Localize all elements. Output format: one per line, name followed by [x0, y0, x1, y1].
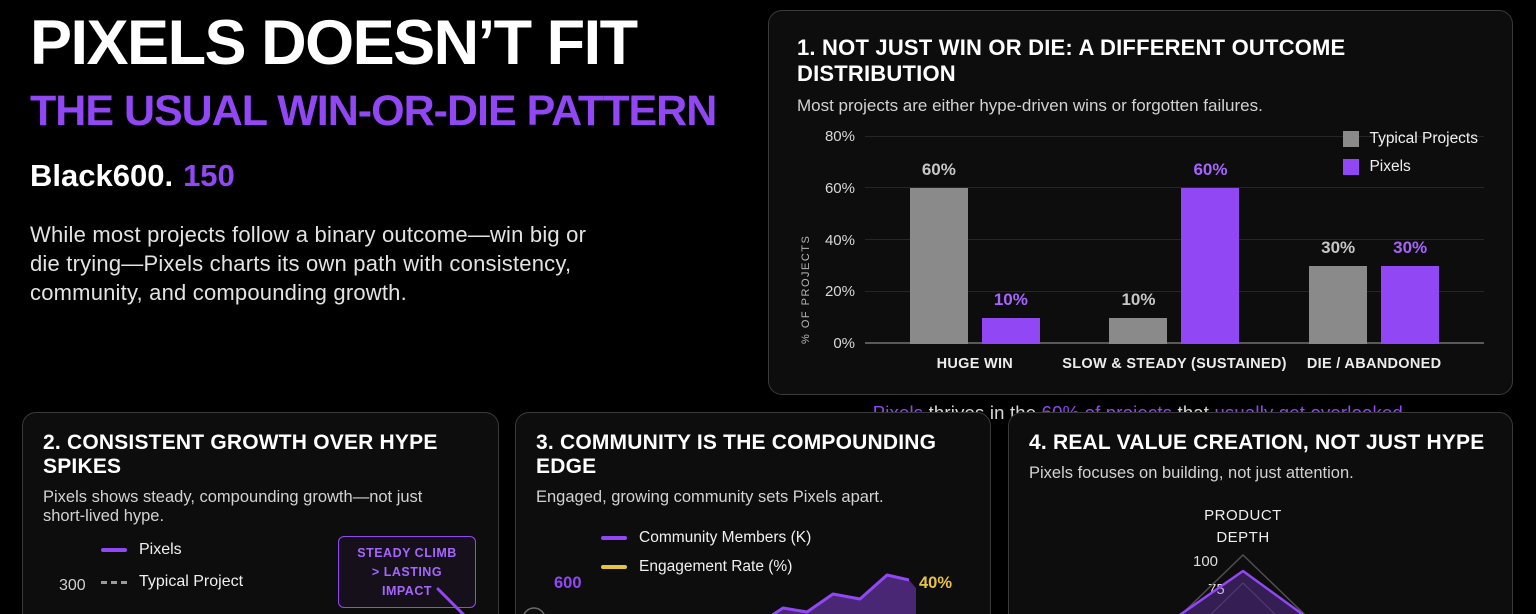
- chart-legend: Typical Projects Pixels: [1343, 130, 1478, 176]
- legend-item-typical-projects: Typical Projects: [1343, 130, 1478, 148]
- outcome-chart: % OF PROJECTS 80% 60% 40% 20% 0% 60% 10% H…: [797, 128, 1484, 372]
- x-category-label: HUGE WIN: [936, 356, 1014, 372]
- y-tick-600: 600: [554, 574, 582, 592]
- brand-line: Black600. 150: [30, 158, 760, 194]
- card-outcome-distribution: 1. NOT JUST WIN OR DIE: A DIFFERENT OUTC…: [768, 10, 1513, 423]
- y-tick: 40%: [824, 231, 855, 249]
- radar-axis-line1: PRODUCT: [1204, 507, 1282, 524]
- bar-typical-projects: 10%: [1109, 290, 1168, 344]
- bar-value-label: 30%: [1393, 238, 1428, 257]
- hero-title-line1: PIXELS DOESN’T FIT: [30, 8, 638, 78]
- partial-circle-glyph: [523, 607, 545, 614]
- typical-project-dash-swatch: [101, 580, 127, 584]
- gridline: [865, 136, 1484, 137]
- bar-pixels: 10%: [981, 290, 1040, 344]
- steady-climb-badge: STEADY CLIMB > LASTING IMPACT: [338, 536, 476, 609]
- card2-subtitle: Pixels shows steady, compounding growth—…: [43, 488, 423, 525]
- card3-legend: Community Members (K) Engagement Rate (%…: [601, 529, 811, 576]
- legend-label: Pixels: [1369, 158, 1411, 175]
- legend-label: Typical Projects: [1369, 130, 1478, 147]
- legend-label: Community Members (K): [639, 529, 812, 546]
- hero-title-line2: THE USUAL WIN-OR-DIE PATTERN: [30, 87, 717, 135]
- bar-pixels: 30%: [1381, 238, 1440, 344]
- hero-description: While most projects follow a binary outc…: [30, 222, 587, 306]
- brand-name: Black600.: [30, 158, 174, 194]
- radar-tick-75: 75: [1208, 581, 1225, 598]
- bar-group: 60% 10% HUGE WIN: [909, 136, 1040, 372]
- bar-typical-projects: 60%: [909, 160, 968, 344]
- typical-projects-swatch: [1343, 131, 1360, 147]
- bar-group: 30% 30% DIE / ABANDONED: [1307, 136, 1441, 372]
- y-tick: 0%: [833, 335, 855, 352]
- y-tick-40pct: 40%: [919, 574, 953, 592]
- bar-value-label: 10%: [993, 290, 1028, 309]
- card2-legend: Pixels Typical Project: [101, 541, 243, 591]
- legend-item-pixels: Pixels: [101, 541, 243, 559]
- engagement-line-swatch: [601, 565, 627, 569]
- legend-item-engagement-rate: Engagement Rate (%): [601, 558, 811, 576]
- card1-subtitle: Most projects are either hype-driven win…: [797, 96, 1263, 115]
- x-category-label: DIE / ABANDONED: [1306, 356, 1442, 372]
- gridline: [865, 291, 1484, 292]
- card-community-edge: 3. COMMUNITY IS THE COMPOUNDING EDGE Eng…: [515, 412, 991, 614]
- x-category-label: SLOW & STEADY (SUSTAINED): [1062, 356, 1287, 372]
- card3-title: 3. COMMUNITY IS THE COMPOUNDING EDGE: [536, 431, 937, 478]
- bar-group: 10% 60% SLOW & STEADY (SUSTAINED): [1062, 136, 1286, 372]
- bar-value-label: 60%: [1193, 160, 1228, 179]
- card2-title: 2. CONSISTENT GROWTH OVER HYPE SPIKES: [43, 431, 438, 478]
- badge-line1: STEADY CLIMB: [357, 546, 457, 560]
- y-axis-ticks: 80% 60% 40% 20% 0%: [815, 128, 865, 352]
- gridline: [865, 187, 1484, 188]
- card4-subtitle: Pixels focuses on building, not just att…: [1029, 464, 1354, 482]
- y-tick: 20%: [824, 283, 855, 301]
- card1-title: 1. NOT JUST WIN OR DIE: A DIFFERENT OUTC…: [797, 35, 1346, 86]
- bar-typical-projects: 30%: [1309, 238, 1368, 344]
- gridline: [865, 239, 1484, 240]
- pixels-line-swatch: [101, 548, 127, 552]
- y-axis-title: % OF PROJECTS: [800, 234, 812, 344]
- brand-number: 150: [183, 158, 235, 194]
- pixels-swatch: [1343, 159, 1360, 175]
- radar-axis-line2: DEPTH: [1216, 528, 1270, 546]
- legend-label: Typical Project: [139, 573, 244, 590]
- badge-line2: > LASTING IMPACT: [371, 564, 443, 598]
- card4-title: 4. REAL VALUE CREATION, NOT JUST HYPE: [1029, 431, 1485, 454]
- bar-pixels: 60%: [1181, 160, 1240, 344]
- plot-area: 60% 10% HUGE WIN 10% 60% SLOW & STEADY (SUSTA…: [865, 130, 1484, 372]
- card-consistent-growth: 2. CONSISTENT GROWTH OVER HYPE SPIKES Pi…: [22, 412, 499, 614]
- outcome-bars: 60% 10% HUGE WIN 10% 60% SLOW & STEADY (SUSTA…: [865, 136, 1484, 372]
- bar-value-label: 30%: [1321, 238, 1356, 257]
- legend-label: Engagement Rate (%): [639, 558, 793, 575]
- y-tick: 60%: [824, 179, 855, 197]
- legend-item-typical-project: Typical Project: [101, 573, 243, 591]
- legend-item-pixels: Pixels: [1343, 158, 1478, 176]
- legend-label: Pixels: [139, 541, 182, 558]
- y-tick-300: 300: [59, 577, 86, 594]
- card3-subtitle: Engaged, growing community sets Pixels a…: [536, 488, 884, 506]
- card-real-value: 4. REAL VALUE CREATION, NOT JUST HYPE Pi…: [1008, 412, 1513, 614]
- x-axis-baseline: [865, 342, 1484, 344]
- radar-tick-100: 100: [1193, 553, 1219, 570]
- hero-section: PIXELS DOESN’T FIT THE USUAL WIN-OR-DIE …: [30, 12, 760, 329]
- bar-value-label: 60%: [921, 160, 956, 179]
- bar-value-label: 10%: [1121, 290, 1156, 309]
- legend-item-community-members: Community Members (K): [601, 529, 811, 547]
- y-tick: 80%: [824, 128, 855, 145]
- community-line-swatch: [601, 536, 627, 540]
- radar-axis-label: PRODUCT DEPTH: [1009, 505, 1477, 549]
